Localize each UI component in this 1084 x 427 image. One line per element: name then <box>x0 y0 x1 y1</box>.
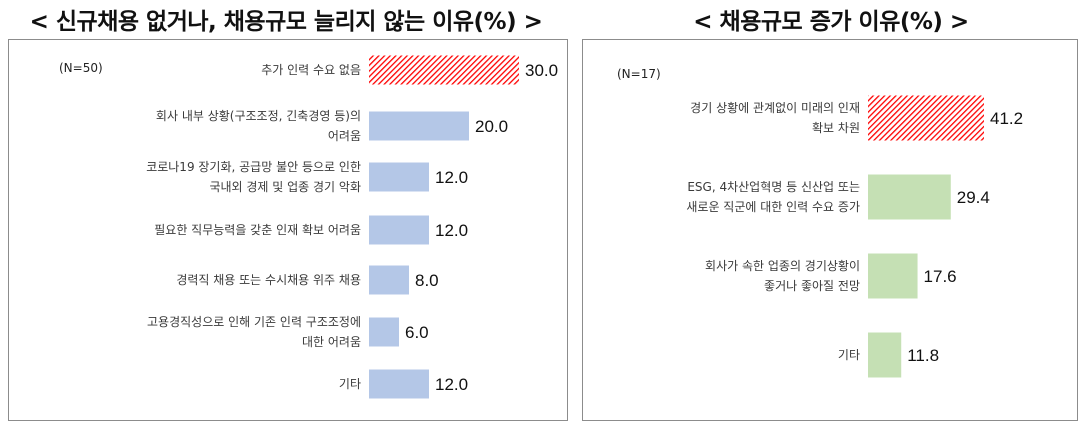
right-bar-1 <box>868 95 984 141</box>
left-category-label-6: 고용경직성으로 인해 기존 인력 구조조정에 대한 어려움 <box>147 315 361 349</box>
right-category-label-1: 경기 상황에 관계없이 미래의 인재 확보 차원 <box>690 101 860 135</box>
left-chart-title: < 신규채용 없거나, 채용규모 늘리지 않는 이유(%) > <box>29 9 543 35</box>
right-chart-panel: (N=17) 41.2 경기 상황에 관계없이 미래의 인재 확보 차원 29.4 ESG… <box>582 39 1078 421</box>
right-category-label-4: 기타 <box>838 348 860 362</box>
left-category-label-4: 필요한 직무능력을 갖춘 인재 확보 어려움 <box>154 223 361 237</box>
left-category-label-1: 추가 인력 수요 없음 <box>261 63 361 77</box>
left-category-label-7: 기타 <box>339 377 361 391</box>
right-bar-4 <box>868 332 902 378</box>
right-bar-3 <box>868 253 918 299</box>
left-value-label-5: 8.0 <box>415 271 439 290</box>
left-bar-5 <box>369 265 409 295</box>
right-chart-svg: (N=17) 41.2 경기 상황에 관계없이 미래의 인재 확보 차원 29.4 ESG… <box>617 67 1023 378</box>
left-bar-1 <box>369 55 519 85</box>
right-value-label-3: 17.6 <box>924 267 957 286</box>
left-bar-6 <box>369 317 399 347</box>
left-bar-7 <box>369 369 429 399</box>
left-value-label-6: 6.0 <box>405 323 429 342</box>
left-bar-2 <box>369 111 469 141</box>
right-chart-title: < 채용규모 증가 이유(%) > <box>693 9 969 35</box>
left-value-label-4: 12.0 <box>435 221 468 240</box>
right-category-label-2: ESG, 4차산업혁명 등 신산업 또는 새로운 직군에 대한 인력 수요 증가 <box>686 180 860 214</box>
left-value-label-2: 20.0 <box>475 117 508 136</box>
left-value-label-1: 30.0 <box>525 61 558 80</box>
right-bar-2 <box>868 174 951 220</box>
right-value-label-1: 41.2 <box>990 109 1023 128</box>
left-sample-size-label: (N=50) <box>59 61 103 75</box>
left-category-label-5: 경력직 채용 또는 수시채용 위주 채용 <box>176 273 361 287</box>
left-category-label-3: 코로나19 장기화, 공급망 불안 등으로 인한 국내외 경제 및 업종 경기 악… <box>146 160 361 194</box>
left-bar-3 <box>369 162 429 192</box>
left-value-label-3: 12.0 <box>435 168 468 187</box>
left-bar-4 <box>369 215 429 245</box>
right-category-label-3: 회사가 속한 업종의 경기상황이 좋거나 좋아질 전망 <box>705 259 860 293</box>
left-chart-svg: (N=50) 30.0 추가 인력 수요 없음 20.0 회사 내부 상황(구조조정, … <box>59 55 558 399</box>
left-category-label-2: 회사 내부 상황(구조조정, 긴축경영 등)의 어려움 <box>156 109 361 143</box>
right-sample-size-label: (N=17) <box>617 67 661 81</box>
right-value-label-2: 29.4 <box>957 188 990 207</box>
left-chart-panel: (N=50) 30.0 추가 인력 수요 없음 20.0 회사 내부 상황(구조조정, … <box>8 39 568 421</box>
left-value-label-7: 12.0 <box>435 375 468 394</box>
right-value-label-4: 11.8 <box>907 346 939 365</box>
